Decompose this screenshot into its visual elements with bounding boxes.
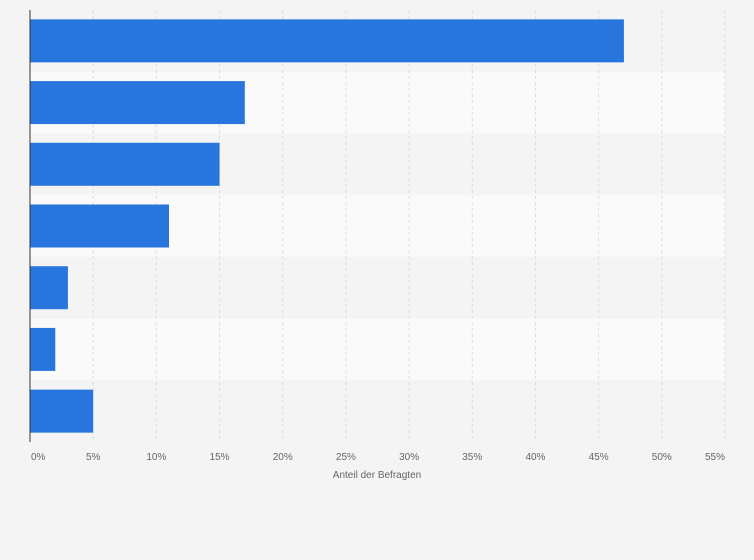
x-tick-label: 15% [210, 452, 230, 463]
x-tick-label: 45% [589, 452, 609, 463]
x-tick-label: 5% [86, 452, 101, 463]
bar [30, 327, 56, 371]
x-tick-labels: 0% 5% 10% 15% 20% 25% 30% 35% 40% 45% 50% 55% [31, 452, 725, 463]
row-band [30, 256, 725, 319]
x-tick-label: 40% [525, 452, 545, 463]
x-tick-label: 25% [336, 452, 356, 463]
x-tick-label: 10% [146, 452, 166, 463]
bars [30, 19, 624, 433]
row-band [30, 318, 725, 381]
bar [30, 204, 169, 248]
x-tick-label: 35% [462, 452, 482, 463]
row-bands [30, 10, 725, 442]
x-tick-label: 30% [399, 452, 419, 463]
x-tick-label: 20% [273, 452, 293, 463]
bar [30, 389, 94, 433]
bar [30, 266, 68, 310]
bar [30, 19, 624, 63]
x-tick-label: 0% [31, 452, 46, 463]
x-tick-label: 55% [705, 452, 725, 463]
row-band [30, 380, 725, 442]
bar [30, 142, 220, 186]
x-tick-label: 50% [652, 452, 672, 463]
x-axis-title: Anteil der Befragten [333, 470, 421, 481]
bar [30, 81, 245, 125]
